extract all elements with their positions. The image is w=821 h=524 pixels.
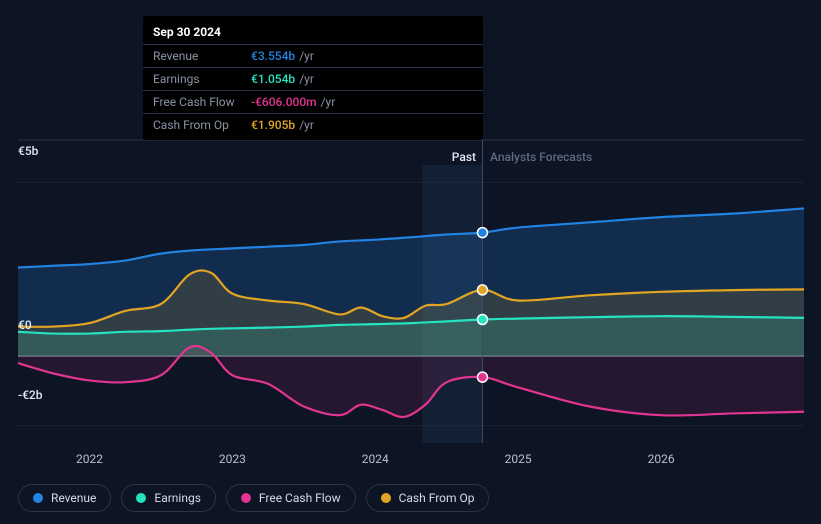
tooltip-panel: Sep 30 2024 Revenue€3.554b/yrEarnings€1.… bbox=[143, 16, 483, 140]
marker-revenue bbox=[477, 228, 487, 238]
x-tick-label: 2022 bbox=[76, 452, 103, 466]
legend-dot-icon bbox=[241, 493, 251, 503]
x-tick-label: 2023 bbox=[219, 452, 246, 466]
tooltip-row-value: €3.554b bbox=[251, 49, 295, 63]
x-tick-label: 2026 bbox=[648, 452, 675, 466]
x-tick-label: 2024 bbox=[362, 452, 389, 466]
legend-label: Free Cash Flow bbox=[259, 491, 341, 505]
tooltip-row: Cash From Op€1.905b/yr bbox=[143, 113, 483, 136]
legend-dot-icon bbox=[136, 493, 146, 503]
legend-label: Cash From Op bbox=[399, 491, 475, 505]
x-tick-label: 2025 bbox=[505, 452, 532, 466]
legend-label: Revenue bbox=[51, 491, 96, 505]
tooltip-row-unit: /yr bbox=[299, 72, 314, 86]
tooltip-row-label: Earnings bbox=[153, 72, 251, 86]
tooltip-row-unit: /yr bbox=[299, 118, 314, 132]
tooltip-row-unit: /yr bbox=[321, 95, 336, 109]
tooltip-title: Sep 30 2024 bbox=[143, 22, 483, 44]
tooltip-row: Revenue€3.554b/yr bbox=[143, 44, 483, 67]
marker-fcf bbox=[477, 372, 487, 382]
legend-item-cfo[interactable]: Cash From Op bbox=[366, 484, 490, 512]
tooltip-row: Earnings€1.054b/yr bbox=[143, 67, 483, 90]
legend-dot-icon bbox=[33, 493, 43, 503]
y-tick-label: €0 bbox=[18, 318, 32, 332]
tooltip-row-label: Revenue bbox=[153, 49, 251, 63]
tooltip-row-label: Cash From Op bbox=[153, 118, 251, 132]
y-tick-label: €5b bbox=[18, 144, 38, 158]
legend-item-fcf[interactable]: Free Cash Flow bbox=[226, 484, 356, 512]
forecast-label: Analysts Forecasts bbox=[490, 150, 592, 164]
tooltip-row-unit: /yr bbox=[299, 49, 314, 63]
past-label: Past bbox=[452, 150, 476, 164]
marker-cfo bbox=[477, 285, 487, 295]
tooltip-row-value: €1.905b bbox=[251, 118, 295, 132]
tooltip-row-label: Free Cash Flow bbox=[153, 95, 251, 109]
marker-earnings bbox=[477, 314, 487, 324]
legend-label: Earnings bbox=[154, 491, 201, 505]
legend: Revenue Earnings Free Cash Flow Cash From O… bbox=[18, 484, 489, 512]
y-tick-label: -€2b bbox=[18, 388, 42, 402]
tooltip-row-value: -€606.000m bbox=[251, 95, 317, 109]
legend-item-revenue[interactable]: Revenue bbox=[18, 484, 111, 512]
tooltip-row-value: €1.054b bbox=[251, 72, 295, 86]
tooltip-row: Free Cash Flow-€606.000m/yr bbox=[143, 90, 483, 113]
legend-dot-icon bbox=[381, 493, 391, 503]
legend-item-earnings[interactable]: Earnings bbox=[121, 484, 216, 512]
